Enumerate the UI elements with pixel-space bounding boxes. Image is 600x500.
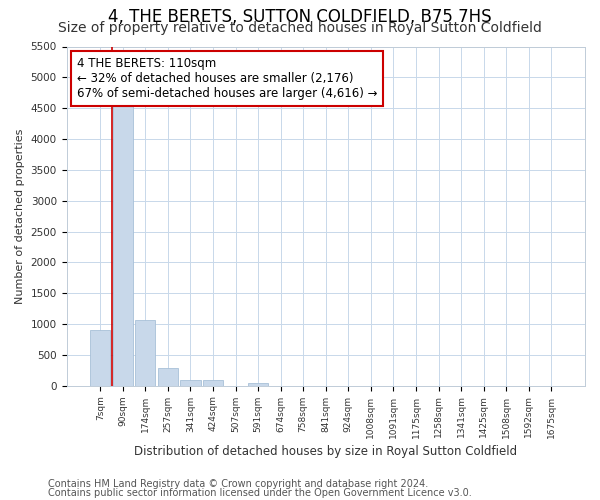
Text: Contains HM Land Registry data © Crown copyright and database right 2024.: Contains HM Land Registry data © Crown c… <box>48 479 428 489</box>
X-axis label: Distribution of detached houses by size in Royal Sutton Coldfield: Distribution of detached houses by size … <box>134 444 517 458</box>
Y-axis label: Number of detached properties: Number of detached properties <box>15 128 25 304</box>
Text: 4 THE BERETS: 110sqm
← 32% of detached houses are smaller (2,176)
67% of semi-de: 4 THE BERETS: 110sqm ← 32% of detached h… <box>77 56 377 100</box>
Bar <box>113 103 133 386</box>
Text: 4, THE BERETS, SUTTON COLDFIELD, B75 7HS: 4, THE BERETS, SUTTON COLDFIELD, B75 7HS <box>108 8 492 26</box>
Text: Size of property relative to detached houses in Royal Sutton Coldfield: Size of property relative to detached ho… <box>58 21 542 35</box>
Text: Contains public sector information licensed under the Open Government Licence v3: Contains public sector information licen… <box>48 488 472 498</box>
Bar <box>181 380 200 386</box>
Bar <box>158 368 178 386</box>
Bar <box>135 320 155 386</box>
Bar <box>248 382 268 386</box>
Bar <box>90 330 110 386</box>
Bar <box>203 380 223 386</box>
